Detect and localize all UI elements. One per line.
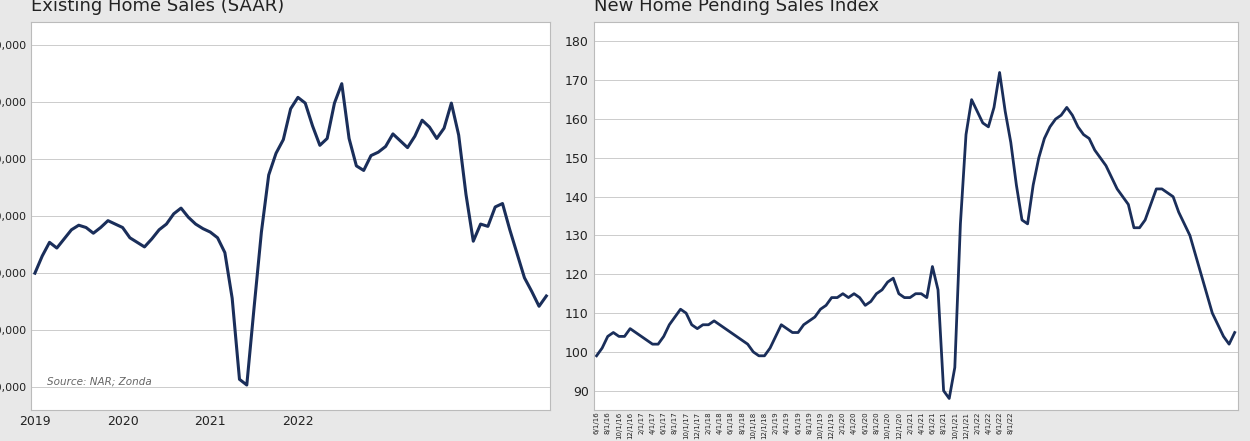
Text: Source: NAR; Zonda: Source: NAR; Zonda: [46, 377, 151, 387]
Text: Existing Home Sales (SAAR): Existing Home Sales (SAAR): [31, 0, 285, 15]
Text: New Home Pending Sales Index: New Home Pending Sales Index: [594, 0, 879, 15]
